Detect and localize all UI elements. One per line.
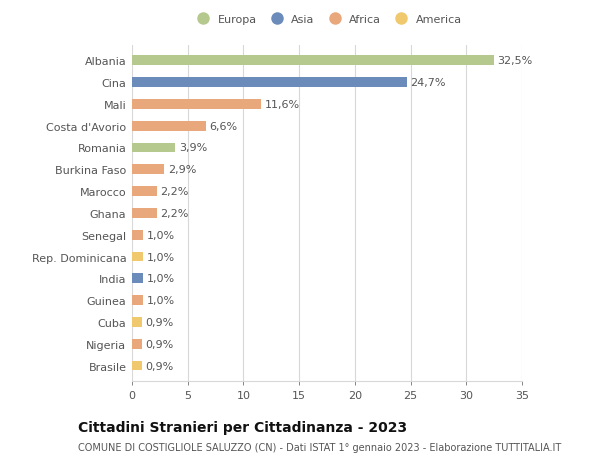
Bar — [132, 274, 143, 284]
Bar — [132, 339, 142, 349]
Bar — [132, 56, 494, 66]
Text: 2,2%: 2,2% — [160, 187, 188, 196]
Bar — [132, 187, 157, 196]
Text: 32,5%: 32,5% — [497, 56, 533, 66]
Text: COMUNE DI COSTIGLIOLE SALUZZO (CN) - Dati ISTAT 1° gennaio 2023 - Elaborazione T: COMUNE DI COSTIGLIOLE SALUZZO (CN) - Dat… — [78, 442, 561, 452]
Text: 1,0%: 1,0% — [146, 230, 175, 240]
Text: 1,0%: 1,0% — [146, 252, 175, 262]
Text: 3,9%: 3,9% — [179, 143, 207, 153]
Bar — [132, 361, 142, 370]
Text: 0,9%: 0,9% — [145, 339, 173, 349]
Text: Cittadini Stranieri per Cittadinanza - 2023: Cittadini Stranieri per Cittadinanza - 2… — [78, 420, 407, 434]
Bar — [132, 296, 143, 305]
Bar — [132, 252, 143, 262]
Text: 11,6%: 11,6% — [265, 100, 300, 110]
Text: 1,0%: 1,0% — [146, 274, 175, 284]
Legend: Europa, Asia, Africa, America: Europa, Asia, Africa, America — [192, 15, 462, 25]
Text: 24,7%: 24,7% — [410, 78, 446, 88]
Text: 0,9%: 0,9% — [145, 361, 173, 371]
Bar — [132, 317, 142, 327]
Text: 6,6%: 6,6% — [209, 122, 237, 131]
Bar — [132, 208, 157, 218]
Bar — [132, 165, 164, 175]
Text: 1,0%: 1,0% — [146, 296, 175, 305]
Text: 2,9%: 2,9% — [167, 165, 196, 175]
Bar — [132, 230, 143, 240]
Text: 0,9%: 0,9% — [145, 317, 173, 327]
Bar — [132, 122, 206, 131]
Text: 2,2%: 2,2% — [160, 208, 188, 218]
Bar — [132, 100, 261, 110]
Bar — [132, 78, 407, 88]
Bar — [132, 143, 175, 153]
